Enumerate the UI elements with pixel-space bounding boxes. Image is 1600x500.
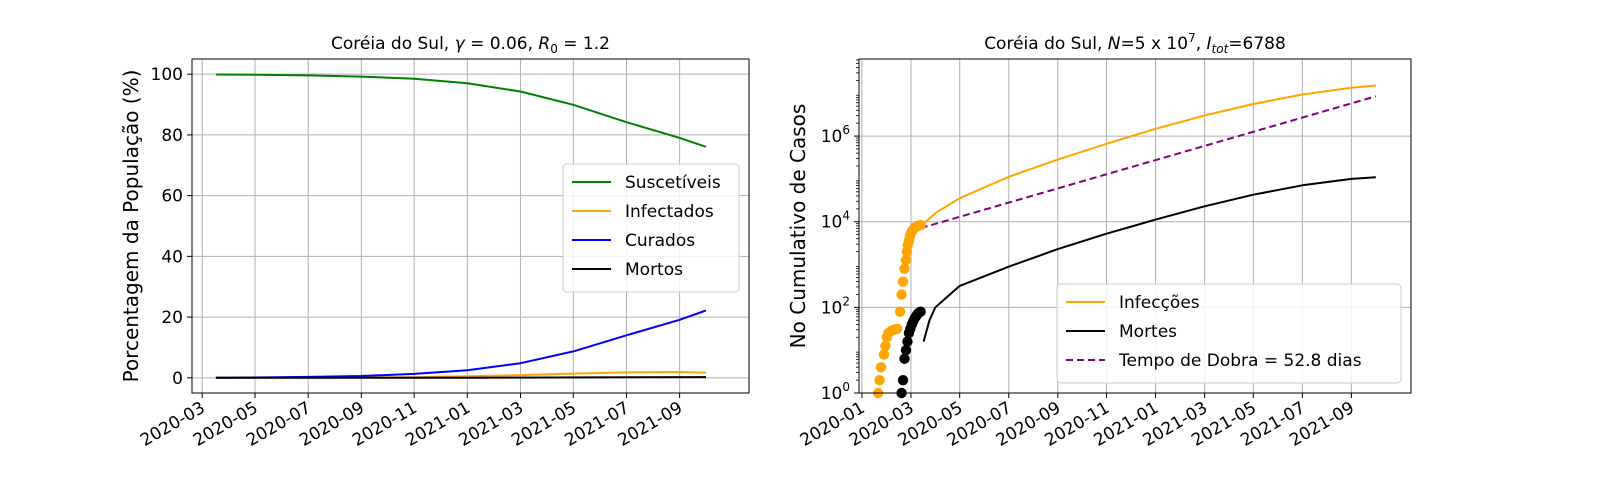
- series-line-1: [215, 73, 707, 148]
- legend-box: [562, 163, 740, 293]
- chart-left: 2020-032020-052020-072020-092020-112021-…: [119, 34, 750, 451]
- chart-left-ylabel: Porcentagem da População (%): [119, 70, 143, 383]
- y-tick-label: 100: [821, 380, 850, 404]
- data-point: [880, 340, 891, 352]
- data-point: [897, 374, 909, 386]
- y-tick-label: 20: [161, 308, 183, 328]
- chart-left-yticks: 0 20 40 60 80 100: [151, 65, 192, 389]
- series-line-4: [215, 376, 707, 379]
- data-point: [900, 344, 912, 356]
- chart-right-title: Coréia do Sul, N=5 x 107, Itot=6788: [984, 31, 1286, 56]
- legend-label: Tempo de Dobra = 52.8 dias: [1118, 351, 1362, 371]
- legend-label: Infectados: [625, 202, 714, 222]
- y-tick-label: 0: [172, 369, 183, 389]
- series-line-3: [920, 95, 1377, 230]
- y-tick-label: 104: [821, 209, 850, 233]
- y-tick-label: 80: [161, 126, 183, 146]
- legend-label: Suscetíveis: [625, 173, 721, 193]
- chart-right: 2020-012020-032020-052020-072020-092020-…: [786, 31, 1412, 451]
- chart-right-legend: Infecções Mortes Tempo de Dobra = 52.8 dia…: [1056, 283, 1402, 384]
- data-point: [878, 349, 890, 360]
- chart-right-ylabel: No Cumulativo de Casos: [786, 104, 810, 349]
- data-point: [874, 374, 885, 386]
- series-line-1: [920, 84, 1376, 227]
- chart-left-frame: [191, 58, 750, 394]
- y-tick-label: 102: [821, 294, 850, 318]
- chart-left-title: Coréia do Sul, γ = 0.06, R0 = 1.2: [331, 34, 610, 56]
- series-line-3: [215, 309, 707, 379]
- series-line-2: [922, 176, 1376, 342]
- data-point: [902, 336, 913, 347]
- data-point: [915, 306, 926, 317]
- legend-label: Curados: [625, 231, 695, 251]
- data-point: [894, 306, 906, 317]
- data-point: [896, 289, 907, 300]
- data-point: [875, 362, 887, 373]
- data-point: [899, 353, 910, 364]
- chart-left-legend: Suscetíveis Infectados Curados Mortos: [562, 163, 740, 293]
- data-point: [900, 255, 912, 266]
- y-tick-label: 100: [151, 65, 183, 85]
- chart-right-yticks: 100 102 104 106: [821, 59, 859, 404]
- y-tick-label: 60: [161, 187, 183, 207]
- data-point: [899, 263, 910, 275]
- data-point: [891, 323, 903, 334]
- legend-label: Mortos: [625, 260, 683, 280]
- y-tick-label: 40: [161, 247, 183, 267]
- legend-label: Infecções: [1119, 293, 1200, 313]
- data-point: [915, 219, 926, 231]
- legend-label: Mortes: [1119, 322, 1177, 342]
- chart-left-xticks: 2020-032020-052020-072020-092020-112021-…: [137, 393, 686, 451]
- legend-box: [1056, 283, 1402, 384]
- chart-right-series: [872, 84, 1377, 399]
- data-point: [897, 276, 909, 287]
- chart-right-xticks: 2020-012020-032020-052020-072020-092020-…: [797, 393, 1358, 451]
- y-tick-label: 106: [821, 123, 850, 147]
- chart-left-series: [215, 73, 707, 379]
